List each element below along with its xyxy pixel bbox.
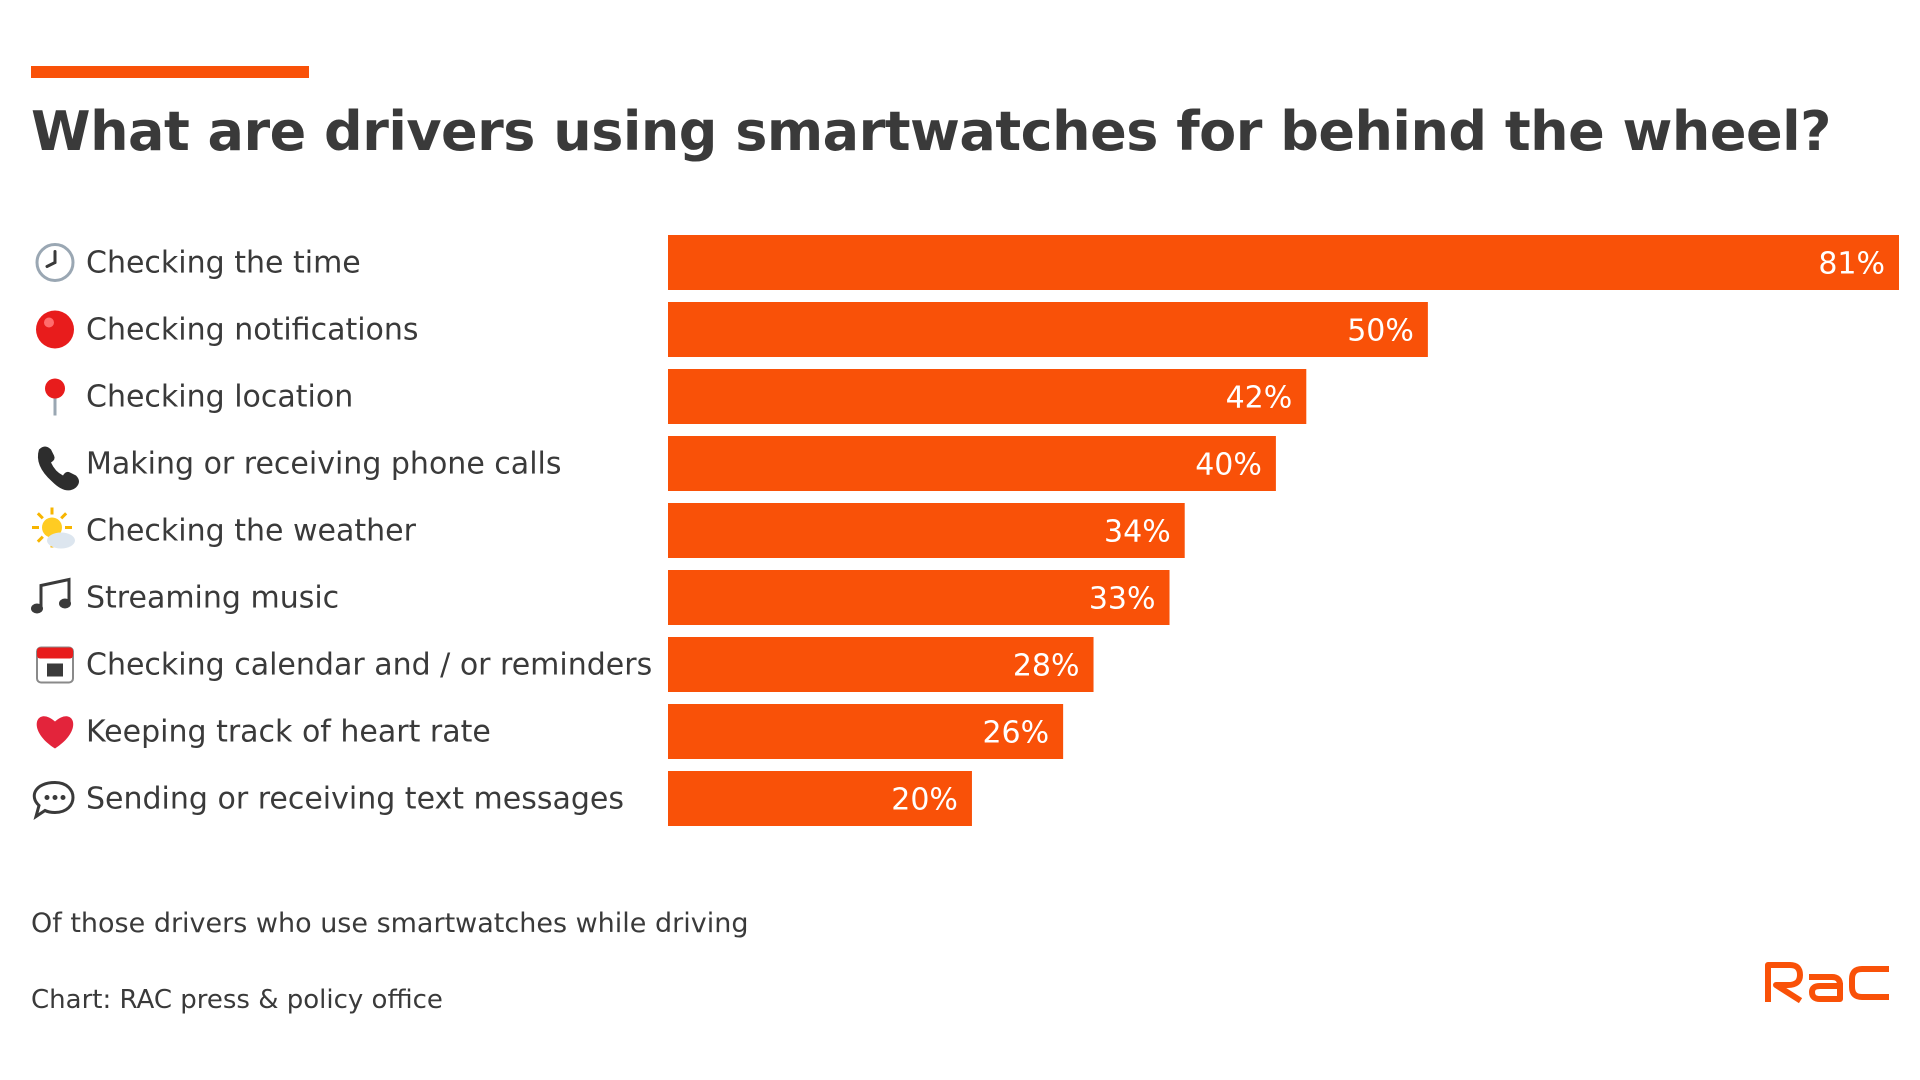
category-label: Making or receiving phone calls [86,447,562,482]
category-label: Sending or receiving text messages [86,782,624,817]
value-label: 34% [1104,515,1171,550]
value-label: 50% [1347,314,1414,349]
rac-logo [1765,962,1889,1004]
speech-bubble-icon [32,780,75,820]
value-label: 81% [1818,247,1885,282]
chart-note: Of those drivers who use smartwatches wh… [31,908,749,939]
calendar-icon [36,646,74,684]
value-label: 33% [1089,582,1156,617]
category-label: Checking the weather [86,514,417,549]
sun-behind-cloud-icon [32,507,75,549]
bar [668,369,1307,424]
category-label: Checking location [86,380,353,415]
phone-icon [37,446,79,491]
category-label: Keeping track of heart rate [86,715,491,750]
bar [668,235,1899,290]
bar [668,704,1064,759]
bar [668,436,1276,491]
category-label: Checking the time [86,246,361,281]
bar-row: Checking the weather 34% [32,503,1185,558]
accent-rule [31,66,309,78]
bar [668,570,1170,625]
value-label: 26% [982,716,1049,751]
clock-icon [35,243,75,282]
bar-row: Checking the time 81% [35,235,1899,290]
category-label: Checking calendar and / or reminders [86,648,652,683]
bar-row: Checking notifications 50% [36,302,1428,357]
category-label: Checking notifications [86,313,419,348]
bar [668,302,1428,357]
category-label: Streaming music [86,581,339,616]
bar-row: Checking location 42% [45,369,1307,424]
bar-row: Making or receiving phone calls 40% [37,436,1276,491]
bar [668,637,1094,692]
value-label: 28% [1013,649,1080,684]
bar-row: Streaming music 33% [31,570,1170,625]
red-circle-icon [36,310,74,349]
value-label: 20% [891,783,958,818]
music-notes-icon [31,577,71,614]
value-label: 40% [1195,448,1262,483]
chart-title: What are drivers using smartwatches for … [31,100,1831,163]
bar-row: Sending or receiving text messages 20% [32,771,972,826]
bar-row: Keeping track of heart rate 26% [36,704,1064,759]
bar [668,771,972,826]
bar [668,503,1185,558]
bar-row: Checking calendar and / or reminders 28% [36,637,1094,692]
value-label: 42% [1226,381,1293,416]
bar-chart: Checking the time 81% Checking notificatio… [31,235,1899,826]
location-pin-icon [45,378,65,416]
red-heart-icon [36,716,74,749]
chart-source: Chart: RAC press & policy office [31,985,443,1015]
